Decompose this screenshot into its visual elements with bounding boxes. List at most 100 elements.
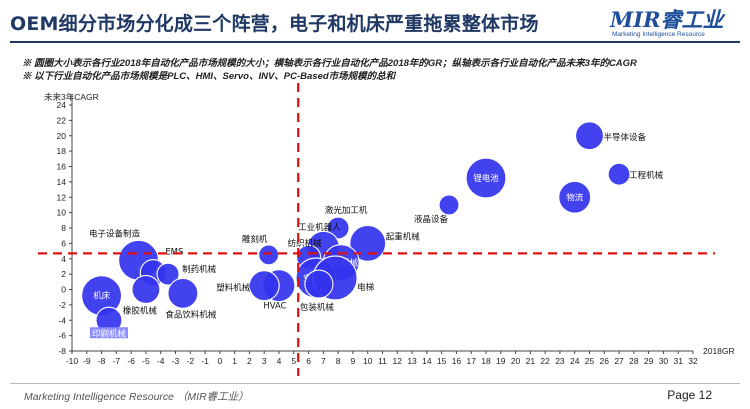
bubble-label: HVAC [263, 302, 286, 312]
x-tick-label: 11 [378, 356, 387, 366]
bubble-label: 制药机械 [182, 264, 217, 275]
x-tick-label: 25 [585, 356, 595, 366]
y-tick-label: -8 [58, 346, 66, 356]
y-tick-label: 4 [61, 254, 66, 264]
x-tick-label: 17 [466, 356, 476, 366]
bubble-label: 食品饮料机械 [165, 309, 217, 320]
x-tick-label: 14 [422, 356, 432, 366]
note-2: ※ 以下行业自动化产品市场规模是PLC、HMI、Servo、INV、PC-Bas… [22, 71, 396, 82]
bubble-label: 激光加工机 [325, 205, 368, 216]
x-tick-label: 16 [452, 356, 462, 366]
x-tick-label: -9 [83, 356, 91, 366]
bubble-label: 机床 [93, 291, 111, 302]
x-tick-label: 19 [496, 356, 506, 366]
y-tick-label: -6 [58, 331, 66, 341]
x-tick-label: 18 [481, 356, 491, 366]
y-tick-label: 24 [57, 100, 67, 110]
bubble-label: 电梯 [357, 282, 375, 293]
brand-logo: MIR睿工业 Marketing Intelligence Resource [610, 4, 738, 40]
y-tick-label: -4 [58, 315, 66, 325]
x-tick-label: 23 [555, 356, 565, 366]
bubble-label: 纺织机械 [288, 238, 323, 249]
x-tick-label: 31 [673, 356, 683, 366]
x-tick-label: -3 [172, 356, 180, 366]
x-tick-label: 30 [659, 356, 669, 366]
bubble [156, 262, 180, 286]
x-tick-label: -5 [142, 356, 150, 366]
x-tick-label: -4 [157, 356, 165, 366]
bubble [248, 270, 280, 302]
bubble [131, 274, 161, 305]
bubble [574, 121, 605, 151]
logo-subtitle: Marketing Intelligence Resource [612, 31, 705, 38]
y-tick-label: 2 [61, 269, 66, 279]
x-tick-label: 3 [262, 356, 267, 366]
page-number: Page 12 [667, 388, 712, 402]
bubble [304, 269, 334, 299]
y-tick-label: 18 [57, 146, 67, 156]
y-tick-label: 22 [57, 115, 67, 125]
x-tick-label: 15 [437, 356, 447, 366]
bubble-label: 液晶设备 [414, 214, 449, 225]
x-tick-label: 32 [688, 356, 698, 366]
y-tick-label: 20 [57, 131, 67, 141]
x-tick-label: 21 [526, 356, 536, 366]
footer-divider [10, 383, 740, 384]
x-tick-label: 13 [407, 356, 417, 366]
y-tick-label: 14 [57, 177, 67, 187]
y-tick-label: 8 [61, 223, 66, 233]
bubble [558, 180, 592, 214]
y-tick-label: 6 [61, 238, 66, 248]
x-axis-label: 2018GR [703, 346, 735, 356]
x-tick-label: 2 [247, 356, 252, 366]
x-tick-label: 9 [351, 356, 356, 366]
x-tick-label: 1 [232, 356, 237, 366]
x-tick-label: -10 [66, 356, 79, 366]
x-tick-label: 27 [614, 356, 624, 366]
x-tick-label: 20 [511, 356, 521, 366]
x-tick-label: -8 [98, 356, 106, 366]
x-tick-label: -6 [127, 356, 135, 366]
x-tick-label: -7 [113, 356, 121, 366]
page-title: OEM细分市场分化成三个阵营，电子和机床严重拖累整体市场 [10, 13, 539, 35]
y-tick-label: -2 [58, 300, 66, 310]
x-tick-label: 4 [277, 356, 282, 366]
x-tick-label: 8 [336, 356, 341, 366]
bubble [438, 194, 460, 216]
y-tick-label: 10 [57, 208, 67, 218]
bubble-label: 物流 [566, 192, 584, 203]
y-tick-label: 16 [57, 162, 67, 172]
bubble-label: 锂电池 [473, 173, 499, 184]
bubble-label: 雕刻机 [242, 234, 268, 245]
x-tick-label: 24 [570, 356, 580, 366]
x-tick-label: -2 [187, 356, 195, 366]
x-tick-label: 12 [393, 356, 403, 366]
bubble [465, 157, 507, 199]
y-tick-label: 12 [57, 192, 67, 202]
x-tick-label: 5 [291, 356, 296, 366]
bubble-label: 起重机械 [386, 231, 421, 242]
bubble-label: 塑料机械 [216, 283, 251, 294]
bubble [607, 162, 631, 186]
x-tick-label: 29 [644, 356, 654, 366]
note-1: ※ 圆圈大小表示各行业2018年自动化产品市场规模的大小；横轴表示各行业自动化产… [22, 58, 637, 69]
label-highlight [89, 327, 128, 339]
x-tick-label: -1 [201, 356, 209, 366]
footer-source: Marketing Intelligence Resource （MIR睿工业） [24, 391, 249, 403]
bubble-label: 电子设备制造 [89, 228, 141, 239]
bubble-label: 工业机器人 [298, 222, 341, 233]
bubble-label: 橡胶机械 [123, 306, 158, 317]
logo-text: MIR睿工业 [610, 7, 724, 32]
x-tick-label: 0 [217, 356, 222, 366]
bubble [258, 244, 280, 266]
x-tick-label: 10 [363, 356, 373, 366]
x-tick-label: 26 [600, 356, 610, 366]
bubble-label: 工程机械 [629, 170, 664, 181]
x-tick-label: 7 [321, 356, 326, 366]
y-tick-label: 0 [61, 285, 66, 295]
bubble-label: 包装机械 [300, 302, 335, 313]
x-tick-label: 28 [629, 356, 639, 366]
bubble [167, 277, 199, 309]
x-tick-label: 6 [306, 356, 311, 366]
